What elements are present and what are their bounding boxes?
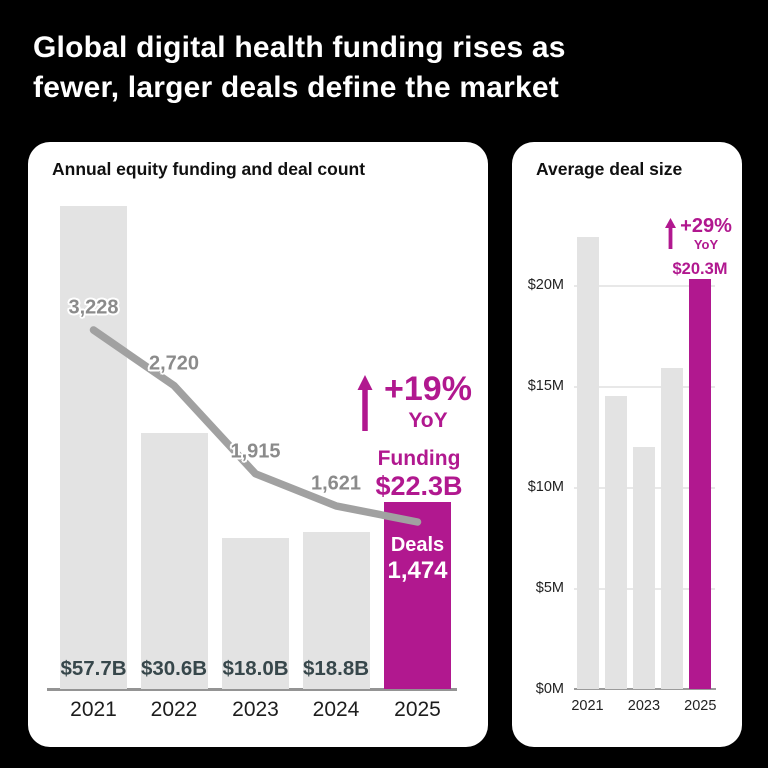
y-tick-0m: $0M	[535, 681, 564, 697]
funding-value-label-2022: $30.6B	[140, 656, 208, 680]
funding-deal-count-card: Annual equity funding and deal count +19…	[28, 142, 488, 747]
y-tick-20m: $20M	[527, 277, 564, 293]
average-deal-size-card: Average deal size +29% YoY $20.3M $20M $1…	[512, 142, 742, 747]
up-arrow-icon	[357, 375, 373, 431]
right-x-axis-line	[574, 688, 716, 690]
avg-deal-bar-2025	[689, 278, 712, 689]
avg-deal-bar-2024	[661, 367, 684, 689]
page-title: Global digital health funding rises as f…	[33, 28, 566, 108]
funding-callout-title: Funding	[377, 447, 461, 470]
funding-value-label-2021: $57.7B	[60, 657, 127, 680]
y-tick-10m: $10M	[527, 479, 564, 495]
funding-bar-2025: Deals 1,474	[384, 502, 451, 689]
avg-deal-bar-2021	[576, 236, 599, 689]
x-tick-right-2025: 2025	[684, 698, 717, 714]
yoy-percent: +29%	[680, 215, 732, 237]
x-tick-2025: 2025	[394, 698, 441, 721]
deal-count-label-2022: 2,720	[148, 352, 200, 375]
up-arrow-icon	[665, 218, 676, 249]
funding-value-label-2024: $18.8B	[302, 656, 370, 680]
left-x-axis-line	[47, 688, 457, 691]
x-tick-2021: 2021	[70, 698, 117, 721]
funding-value-label-2023: $18.0B	[222, 656, 289, 680]
deal-count-label-2023: 1,915	[230, 440, 281, 463]
deals-callout-title: Deals	[390, 534, 445, 557]
y-tick-5m: $5M	[535, 580, 564, 596]
x-tick-2024: 2024	[312, 698, 360, 721]
gridline-15m	[574, 386, 715, 388]
deals-callout-value: 1,474	[387, 557, 448, 585]
x-tick-2022: 2022	[150, 698, 198, 721]
funding-bar-2021: $57.7B	[60, 206, 127, 689]
page-title-line1: Global digital health funding rises as	[33, 31, 566, 64]
gridline-20m	[574, 285, 715, 287]
right-chart-title: Average deal size	[536, 159, 683, 179]
funding-bar-2024: $18.8B	[302, 531, 370, 689]
right-annotation: +29% YoY $20.3M	[651, 216, 749, 278]
avg-deal-bar-2023	[632, 446, 655, 689]
funding-bar-2023: $18.0B	[222, 538, 289, 689]
left-chart-title: Annual equity funding and deal count	[52, 159, 366, 179]
left-annotation: +19% YoY Funding $22.3B	[352, 372, 486, 500]
yoy-label: YoY	[693, 237, 719, 252]
deal-count-label-2021: 3,228	[68, 296, 119, 319]
y-tick-15m: $15M	[527, 378, 564, 394]
avg-deal-bar-2022	[604, 396, 627, 689]
x-tick-right-2023: 2023	[627, 698, 661, 714]
funding-bar-2022: $30.6B	[140, 432, 208, 689]
x-tick-2023: 2023	[232, 698, 279, 721]
deals-callout: Deals 1,474	[384, 534, 451, 584]
x-tick-right-2021: 2021	[571, 698, 604, 714]
page-title-line2: fewer, larger deals define the market	[33, 71, 559, 104]
highlight-bar-value: $20.3M	[672, 260, 728, 278]
funding-callout-value: $22.3B	[375, 471, 463, 501]
